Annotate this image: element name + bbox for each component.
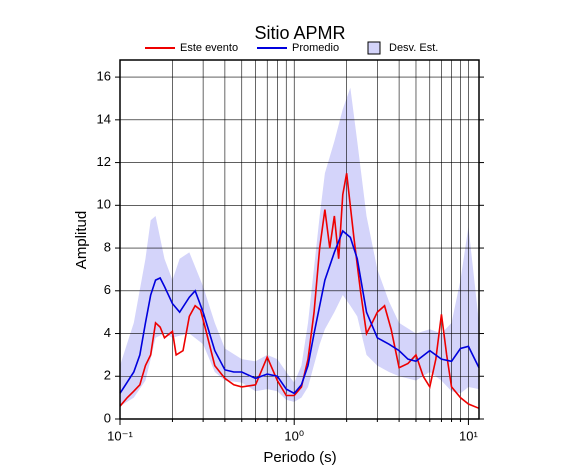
y-tick-label: 6	[104, 282, 111, 297]
y-tick-label: 12	[97, 154, 111, 169]
legend-label: Promedio	[292, 42, 339, 54]
x-axis-label: Periodo (s)	[263, 449, 336, 466]
legend-swatch	[367, 41, 381, 55]
y-tick-label: 4	[104, 325, 111, 340]
legend: Este evento Promedio Desv. Est.	[145, 41, 438, 55]
y-tick-label: 2	[104, 368, 111, 383]
legend-label: Este evento	[180, 42, 238, 54]
x-tick-label: 10¹	[459, 428, 478, 443]
series-line	[119, 173, 480, 410]
plot-frame	[119, 59, 480, 420]
legend-label: Desv. Est.	[389, 42, 438, 54]
x-tick-label: 10⁻¹	[107, 428, 133, 443]
std-band	[120, 87, 479, 407]
series-line	[119, 229, 480, 395]
y-tick-label: 8	[104, 239, 111, 254]
y-tick-label: 16	[97, 69, 111, 84]
y-tick-label: 14	[97, 111, 111, 126]
chart-title: Sitio APMR	[254, 23, 345, 43]
x-tick-label: 10⁰	[284, 428, 304, 443]
y-tick-label: 10	[97, 197, 111, 212]
y-axis-label: Amplitud	[73, 211, 90, 269]
y-tick-label: 0	[104, 410, 111, 425]
